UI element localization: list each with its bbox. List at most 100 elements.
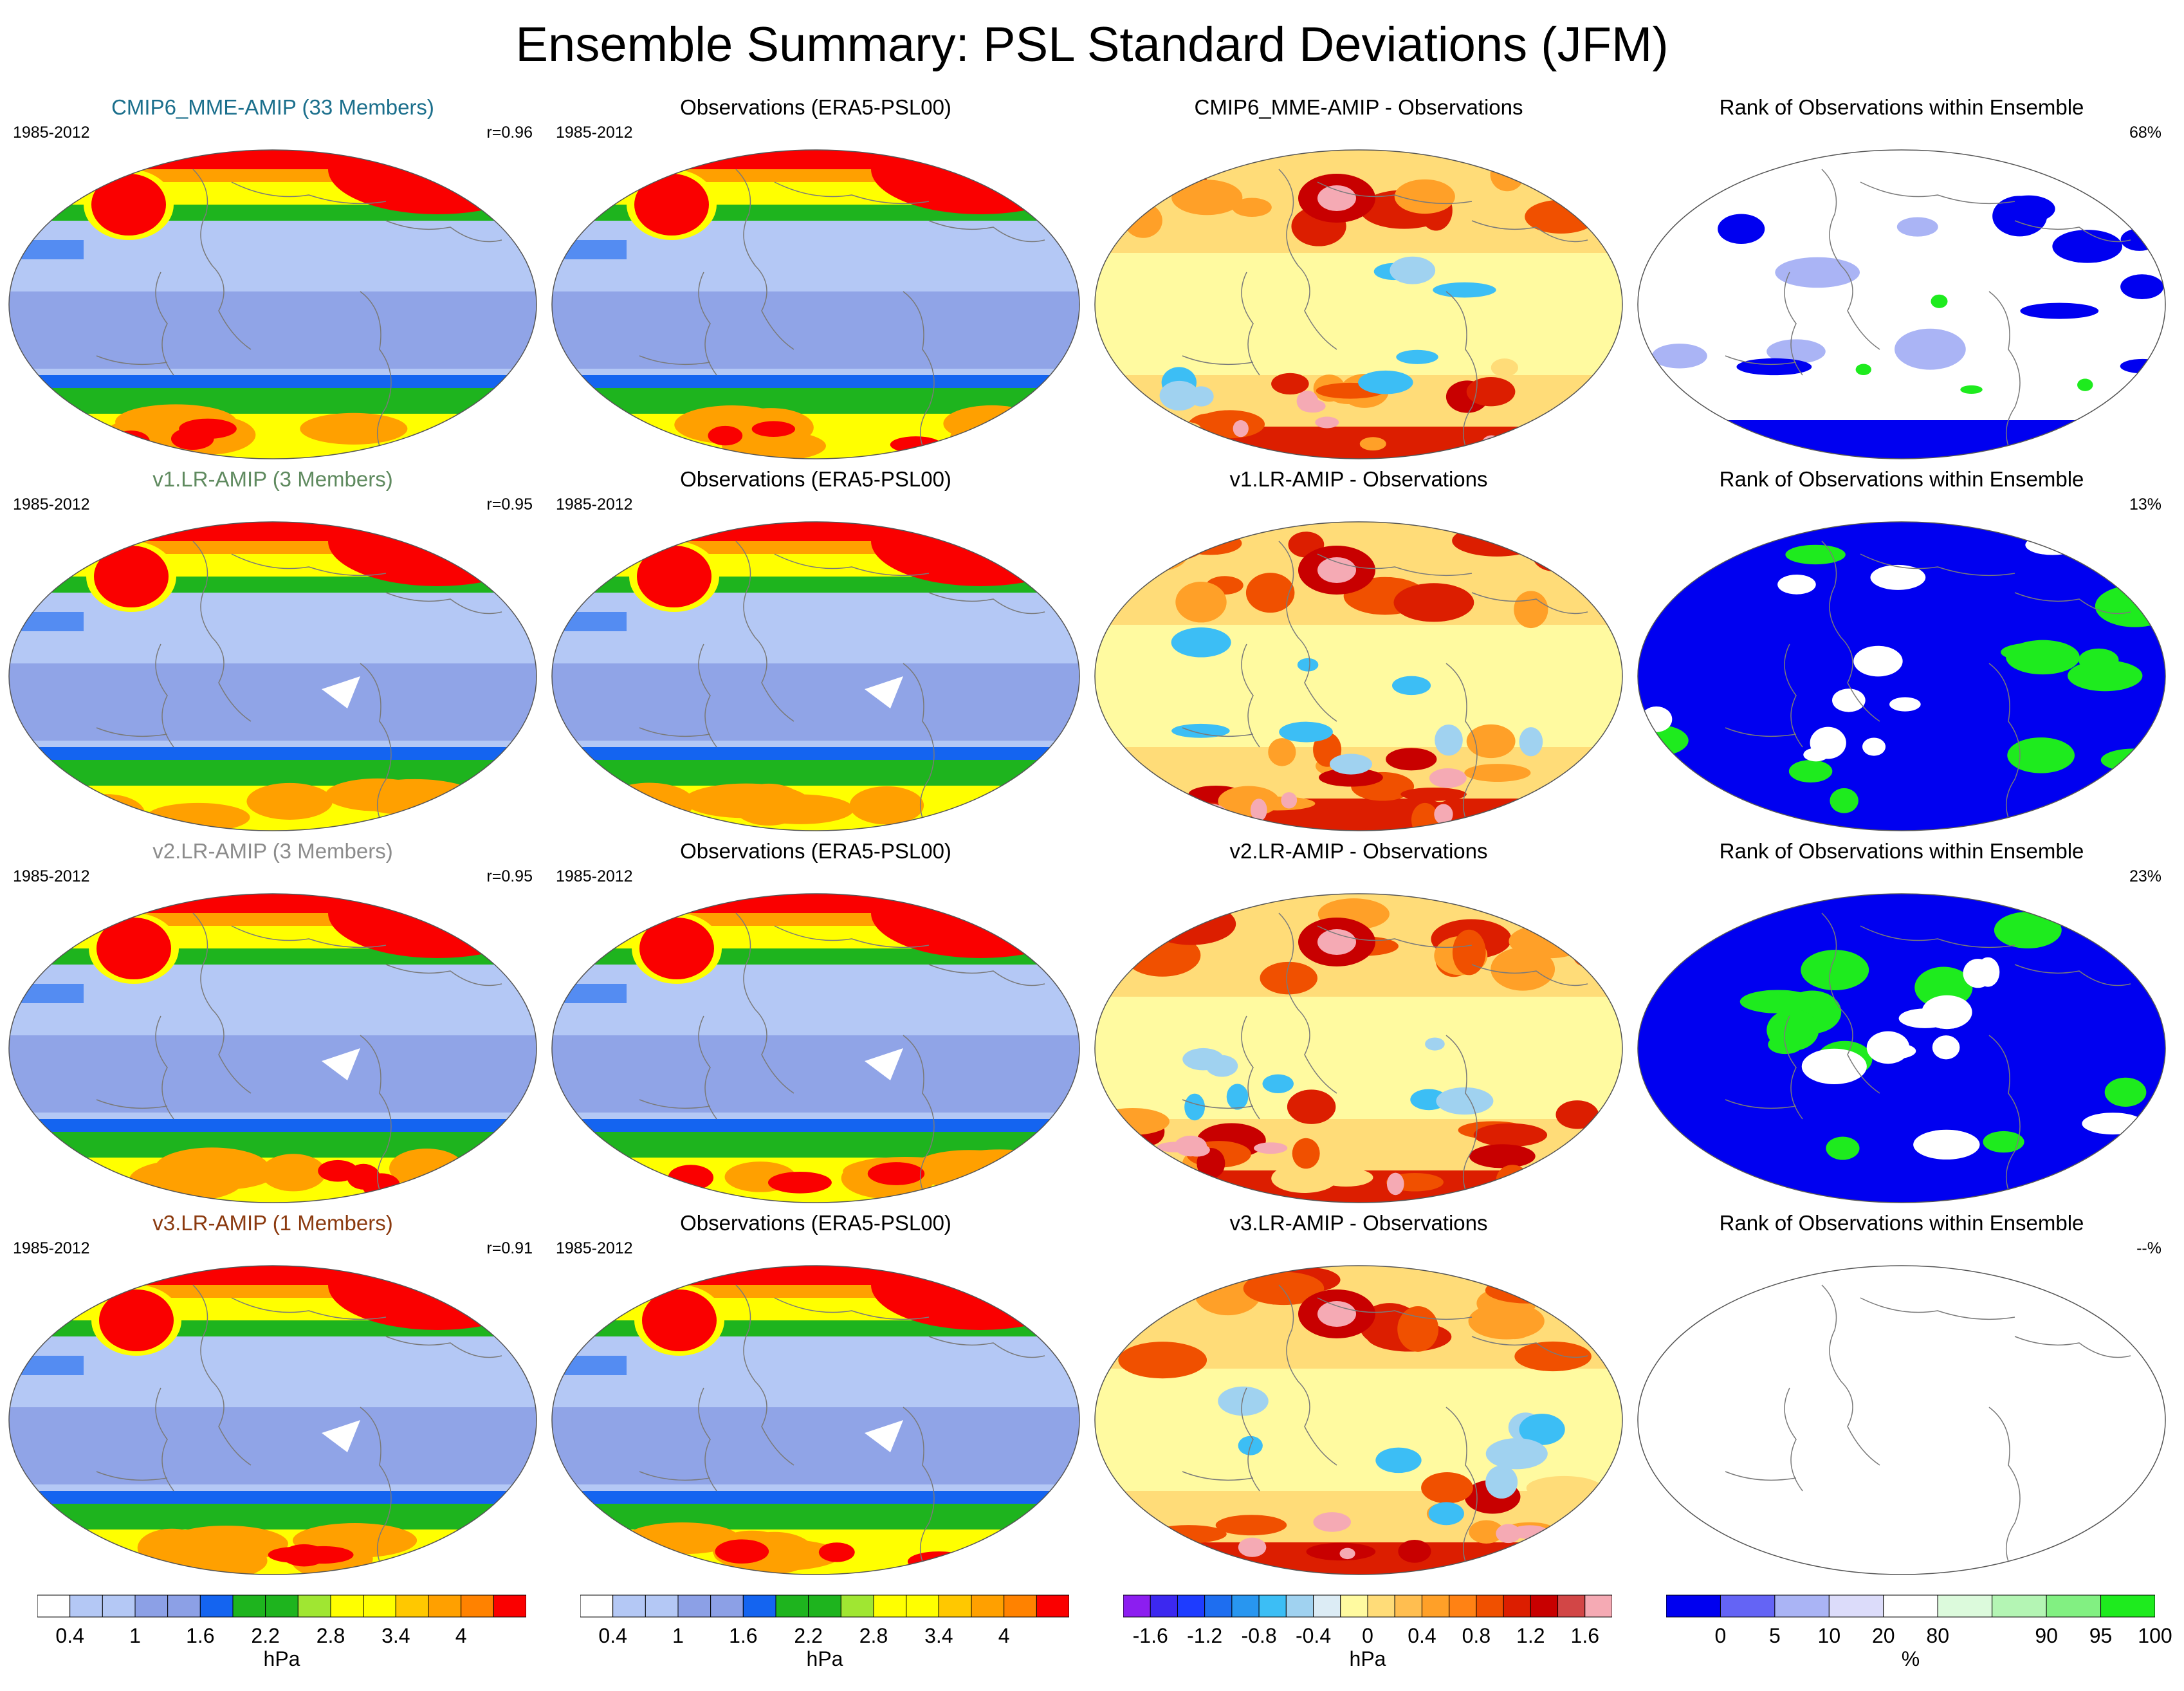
sd-map	[551, 1265, 1080, 1575]
coastline-path	[1241, 1015, 1260, 1120]
rank-high-blob	[1785, 544, 1846, 565]
sd-map	[551, 521, 1080, 831]
coastline-path	[96, 727, 168, 737]
diff-southern-blob	[1106, 410, 1177, 444]
diff-negative-blob	[1297, 658, 1319, 672]
colorbar-box	[1476, 1594, 1504, 1618]
coastline-path	[2014, 1336, 2131, 1358]
colorbar-box	[2100, 1594, 2155, 1618]
coastline-path	[1784, 1015, 1803, 1120]
diff-map-container	[1086, 1259, 1631, 1581]
diff-southern-blob	[1271, 1163, 1338, 1193]
coastline-path	[1471, 220, 1588, 243]
coastline-path	[698, 643, 717, 748]
sd-southern-peak	[715, 1539, 769, 1564]
sd-map	[8, 149, 537, 459]
diff-southern-blob	[1271, 373, 1309, 395]
colorbar-tick-label: 1.6	[1570, 1624, 1600, 1647]
sd-subtropical-band	[9, 1035, 537, 1113]
diff-southern-blob	[1268, 738, 1296, 766]
rank-mid-blob	[1640, 706, 1673, 732]
sd-map-container	[0, 1259, 546, 1581]
colorbar-tick-label: 10	[1817, 1624, 1841, 1647]
diff-map	[1094, 1265, 1623, 1575]
colorbar-tick-label: 80	[1926, 1624, 1950, 1647]
colorbar-ticks: 0.4 1 1.6 2.2 2.8 3.4 4	[580, 1623, 1069, 1649]
sd-map-container	[543, 887, 1088, 1209]
diff-negative-blob	[1329, 753, 1373, 775]
coastline-path	[774, 1297, 930, 1320]
map-outline	[551, 149, 1080, 459]
coastline-path	[1725, 727, 1797, 737]
diff-southern-peak	[1300, 399, 1326, 413]
coastline-path	[231, 553, 387, 577]
diff-southern-blob	[1218, 786, 1280, 817]
rank-panel: Rank of Observations within Ensemble 68%	[1629, 93, 2174, 465]
sd-northern-band	[9, 1266, 537, 1285]
panel-title: Observations (ERA5-PSL00)	[680, 839, 951, 863]
colorbar-tick-label: 3.4	[924, 1624, 953, 1647]
rank-map	[1637, 893, 2166, 1203]
observation-panel: Observations (ERA5-PSL00) 1985-2012	[543, 1209, 1088, 1581]
panel-period: 1985-2012	[13, 1239, 90, 1257]
colorbar-tick-label: 0.8	[1462, 1624, 1491, 1647]
sd-map-container	[0, 515, 546, 837]
colorbar-tick-label: 2.8	[859, 1624, 888, 1647]
coastline-path	[192, 1284, 252, 1466]
coastline-path	[735, 169, 794, 350]
sd-tropical-patch	[9, 240, 84, 259]
colorbar-box	[710, 1594, 744, 1618]
colorbar-ticks: 0.4 1 1.6 2.2 2.8 3.4 4	[37, 1623, 526, 1649]
sd-northern-band	[552, 1266, 1079, 1285]
sd-tropical-patch	[552, 1356, 627, 1375]
sd-pacific-max	[91, 174, 166, 236]
colorbar-box	[461, 1594, 494, 1618]
colorbar-box	[840, 1594, 874, 1618]
rank-high-blob	[1931, 294, 1948, 308]
diff-northern-blob	[1133, 151, 1196, 184]
coastline-path	[1821, 169, 1880, 350]
coastline-path	[735, 912, 794, 1094]
map-outline	[8, 1265, 537, 1575]
colorbar-box	[1937, 1594, 1993, 1618]
sd-southern-max	[300, 412, 408, 445]
colorbar-ticks: 0 5 10 20 80 90 95 100	[1666, 1623, 2172, 1649]
colorbar-tick-label: 1	[672, 1624, 684, 1647]
map-outline	[1094, 521, 1623, 831]
diff-southern-blob	[1215, 1515, 1287, 1536]
diff-northern-blob	[1514, 1341, 1592, 1372]
coastline-path	[1784, 1387, 1803, 1492]
diff-northern-blob	[1171, 180, 1243, 216]
coastline-path	[1988, 663, 2021, 818]
coastline-path	[1860, 925, 2015, 948]
sd-subtropical-band	[552, 663, 1079, 741]
colorbar-tick-label: 0	[1714, 1624, 1727, 1647]
coastline-path	[928, 964, 1045, 986]
sd-southern-peak	[818, 1542, 855, 1562]
rank-high-blob	[2077, 378, 2093, 391]
colorbar-tick-label: 1	[129, 1624, 141, 1647]
diff-northern-blob	[1573, 943, 1607, 968]
coastline-path	[1471, 592, 1588, 614]
coastline-path	[385, 220, 502, 243]
diff-southern-blob	[1469, 1144, 1536, 1169]
colorbar-box	[1313, 1594, 1341, 1618]
rank-mid-blob	[1810, 726, 1846, 759]
diff-negative-blob	[1171, 627, 1231, 658]
colorbar-box	[971, 1594, 1005, 1618]
diff-negative-blob	[1171, 723, 1230, 738]
rank-map	[1637, 1265, 2166, 1575]
coastline-path	[1725, 1471, 1797, 1481]
diff-map-container	[1086, 515, 1631, 837]
panel-title: v3.LR-AMIP - Observations	[1229, 1211, 1488, 1235]
diff-northern-blob	[1232, 198, 1272, 217]
ensemble-panel: v3.LR-AMIP (1 Members) 1985-2012 r=0.91	[0, 1209, 546, 1581]
diff-northern-blob	[1485, 1277, 1571, 1304]
diff-negative-blob	[1206, 1055, 1238, 1077]
diff-negative-blob	[1262, 1074, 1294, 1093]
panel-title: Rank of Observations within Ensemble	[1719, 467, 2084, 491]
colorbar-box	[69, 1594, 103, 1618]
diff-southern-blob	[1292, 1138, 1320, 1169]
colorbar-tick-label: 2.2	[794, 1624, 823, 1647]
diff-negative-blob	[1375, 1447, 1422, 1474]
